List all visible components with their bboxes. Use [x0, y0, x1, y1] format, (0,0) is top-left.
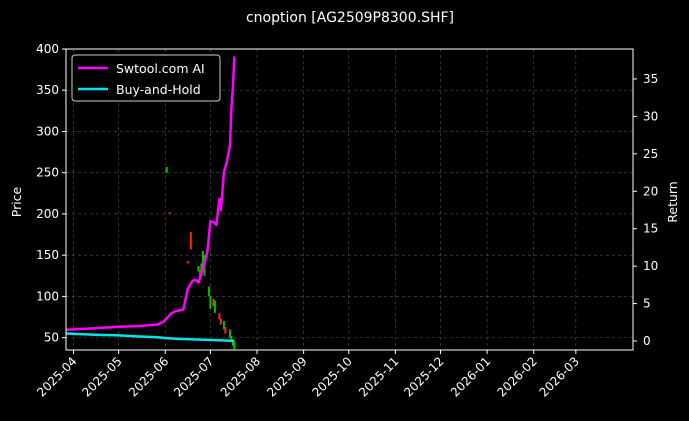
candle	[213, 300, 216, 313]
candles	[165, 166, 236, 350]
candle	[218, 312, 221, 320]
candle	[219, 318, 222, 325]
x-tick-label: 2025-08	[218, 354, 263, 399]
series-line-swtool	[65, 56, 236, 332]
candle	[224, 326, 227, 334]
candle	[231, 339, 234, 346]
y2-axis-ticks: 0 5 10 15 20 25 30 35	[633, 72, 658, 348]
y2-tick-label: 30	[643, 109, 658, 123]
y-axis-ticks: 50 100 150 200 250 300 350 400	[36, 42, 66, 345]
candle	[165, 166, 168, 173]
x-tick-label: 2025-09	[264, 354, 309, 399]
x-tick-label: 2025-12	[401, 354, 446, 399]
legend-box	[71, 54, 221, 102]
legend-label-buy-and-hold: Buy-and-Hold	[116, 82, 201, 97]
candle	[233, 341, 236, 350]
candle	[222, 321, 225, 330]
x-tick-label: 2026-03	[537, 354, 582, 399]
y-tick-label: 200	[36, 207, 59, 221]
legend: Swtool.com AI Buy-and-Hold	[71, 54, 221, 102]
y2-tick-label: 35	[643, 72, 658, 86]
x-tick-label: 2025-07	[171, 354, 216, 399]
y-axis-label: Price	[9, 186, 24, 217]
x-axis-ticks: 2025-04 2025-05 2025-06 2025-07 2025-08 2025-…	[34, 350, 582, 400]
candle	[198, 270, 201, 279]
legend-label-swtool: Swtool.com AI	[116, 61, 205, 76]
series-lines	[65, 56, 236, 343]
candle	[186, 260, 189, 264]
candle	[189, 232, 192, 250]
y-tick-label: 150	[36, 248, 59, 262]
x-tick-label: 2025-06	[126, 354, 171, 399]
y-tick-label: 400	[36, 42, 59, 56]
candle	[230, 335, 233, 342]
x-tick-label: 2025-04	[34, 354, 79, 399]
plot-frame	[65, 48, 634, 351]
x-tick-label: 2025-11	[356, 354, 401, 399]
y-tick-label: 100	[36, 289, 59, 303]
chart-title: cnoption [AG2509P8300.SHF]	[246, 10, 454, 26]
y-tick-label: 350	[36, 83, 59, 97]
candle	[228, 329, 231, 338]
y-tick-label: 250	[36, 166, 59, 180]
x-tick-label: 2026-01	[448, 354, 493, 399]
y-tick-label: 50	[44, 331, 59, 345]
candle	[207, 286, 210, 297]
y2-axis-label: Return	[665, 181, 680, 222]
y2-tick-label: 20	[643, 184, 658, 198]
x-tick-label: 2025-05	[79, 354, 124, 399]
candle	[201, 251, 204, 268]
y2-tick-label: 15	[643, 222, 658, 236]
x-tick-label: 2025-10	[310, 354, 355, 399]
candle	[212, 298, 215, 307]
y2-tick-label: 10	[643, 259, 658, 273]
candle	[209, 296, 212, 309]
y2-tick-label: 0	[643, 334, 651, 348]
y2-tick-label: 5	[643, 297, 651, 311]
candle	[168, 212, 171, 214]
series-line-buy-and-hold	[65, 332, 235, 343]
y2-tick-label: 25	[643, 147, 658, 161]
candle	[197, 265, 200, 272]
x-tick-label: 2026-02	[495, 354, 540, 399]
y-tick-label: 300	[36, 124, 59, 138]
